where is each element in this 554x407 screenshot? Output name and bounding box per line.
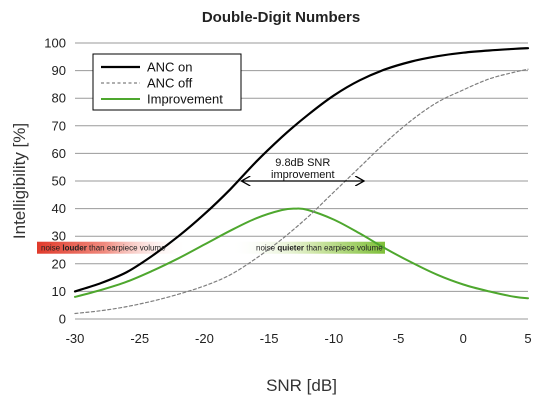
y-tick-label: 20 bbox=[52, 256, 66, 271]
legend-label: Improvement bbox=[147, 92, 223, 107]
x-tick-label: -30 bbox=[66, 331, 85, 346]
chart-title: Double-Digit Numbers bbox=[202, 9, 360, 26]
y-tick-label: 100 bbox=[44, 36, 66, 51]
x-tick-label: 0 bbox=[460, 331, 467, 346]
y-tick-label: 10 bbox=[52, 284, 66, 299]
y-tick-label: 0 bbox=[59, 312, 66, 327]
y-tick-label: 60 bbox=[52, 146, 66, 161]
noise-quieter-label: noise quieter than earpiece volume bbox=[256, 244, 383, 253]
y-tick-label: 30 bbox=[52, 229, 66, 244]
y-tick-label: 70 bbox=[52, 118, 66, 133]
annotation-line-1: 9.8dB SNR bbox=[275, 157, 330, 169]
x-tick-labels: -30 -25 -20 -15 -10 -5 0 5 bbox=[66, 331, 532, 346]
legend-box bbox=[92, 53, 242, 111]
y-tick-labels: 0 10 20 30 40 50 60 70 80 90 100 bbox=[44, 36, 66, 327]
x-tick-label: -5 bbox=[393, 331, 405, 346]
noise-louder-band bbox=[37, 241, 187, 254]
series-line-anc-on bbox=[73, 47, 530, 293]
y-tick-label: 80 bbox=[52, 91, 66, 106]
x-tick-label: -10 bbox=[324, 331, 343, 346]
legend-label: ANC on bbox=[147, 60, 193, 75]
noise-louder-label: noise louder than earpiece volume bbox=[41, 244, 166, 253]
series-line-improvement bbox=[74, 207, 529, 300]
annotation-line-2: improvement bbox=[271, 169, 335, 181]
x-tick-label: -20 bbox=[195, 331, 214, 346]
x-tick-label: -15 bbox=[260, 331, 279, 346]
y-axis-label: Intelligibility [%] bbox=[10, 123, 29, 239]
x-tick-label: -25 bbox=[130, 331, 149, 346]
y-tick-label: 90 bbox=[52, 63, 66, 78]
x-tick-label: 5 bbox=[524, 331, 531, 346]
legend-label: ANC off bbox=[147, 76, 193, 91]
noise-quieter-band bbox=[230, 241, 385, 254]
y-tick-label: 50 bbox=[52, 174, 66, 189]
series-lines bbox=[73, 47, 530, 315]
x-axis-label: SNR [dB] bbox=[266, 376, 337, 395]
series-line-anc-off bbox=[74, 68, 529, 315]
y-tick-label: 40 bbox=[52, 201, 66, 216]
